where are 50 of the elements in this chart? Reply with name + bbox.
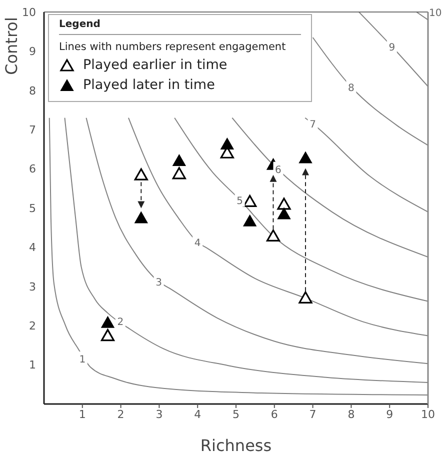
annotation: 8 (348, 82, 354, 94)
y-tick-label: 1 (29, 358, 36, 372)
point (243, 214, 256, 226)
y-tick-label: 5 (29, 202, 36, 215)
x-axis-title: Richness (200, 436, 272, 453)
y-tick-label: 7 (29, 124, 36, 137)
y-tick-label: 9 (29, 45, 36, 58)
y-axis-title: Control (2, 17, 21, 75)
y-tick-label: 4 (29, 241, 36, 254)
point (298, 291, 312, 304)
annotation: 5 (236, 196, 244, 207)
point (101, 316, 114, 328)
point (299, 152, 312, 164)
annotation: 6 (275, 164, 282, 176)
y-tick-label: 10 (22, 6, 36, 19)
point (266, 229, 280, 242)
annotation: Lines with numbers represent engagement (59, 41, 287, 53)
legend-label: Played earlier in time (83, 56, 228, 75)
series-label: 10 (429, 8, 442, 19)
legend-title: Legend (59, 19, 301, 35)
x-tick-label: 9 (386, 408, 394, 421)
x-tick-label: 5 (232, 408, 240, 421)
annotation: 1 (79, 354, 86, 366)
point (134, 212, 148, 224)
point (278, 208, 290, 220)
annotation: 3 (156, 278, 162, 289)
x-tick-label: 1 (78, 408, 86, 421)
y-tick-label: 8 (29, 84, 36, 98)
y-tick-label: 6 (29, 162, 36, 176)
annotation: 4 (194, 238, 201, 250)
point (172, 154, 186, 166)
point (134, 168, 148, 180)
x-tick-label: 10 (421, 408, 435, 421)
y-tick-label: 3 (29, 280, 36, 294)
annotation: 9 (388, 42, 396, 54)
y-tick-label: 2 (29, 320, 36, 333)
x-tick-label: 6 (270, 408, 278, 421)
point (100, 328, 115, 342)
x-tick-label: 7 (309, 408, 316, 421)
x-tick-label: 8 (348, 408, 355, 421)
annotation: 2 (117, 316, 124, 328)
point (172, 167, 186, 180)
point (277, 198, 291, 210)
x-tick-label: 4 (194, 408, 202, 421)
x-tick-label: 3 (156, 408, 163, 421)
x-tick-label: 2 (117, 408, 124, 421)
point (220, 138, 234, 150)
annotation: 7 (310, 120, 316, 131)
legend-label: Played later in time (83, 76, 215, 95)
point (243, 194, 257, 208)
